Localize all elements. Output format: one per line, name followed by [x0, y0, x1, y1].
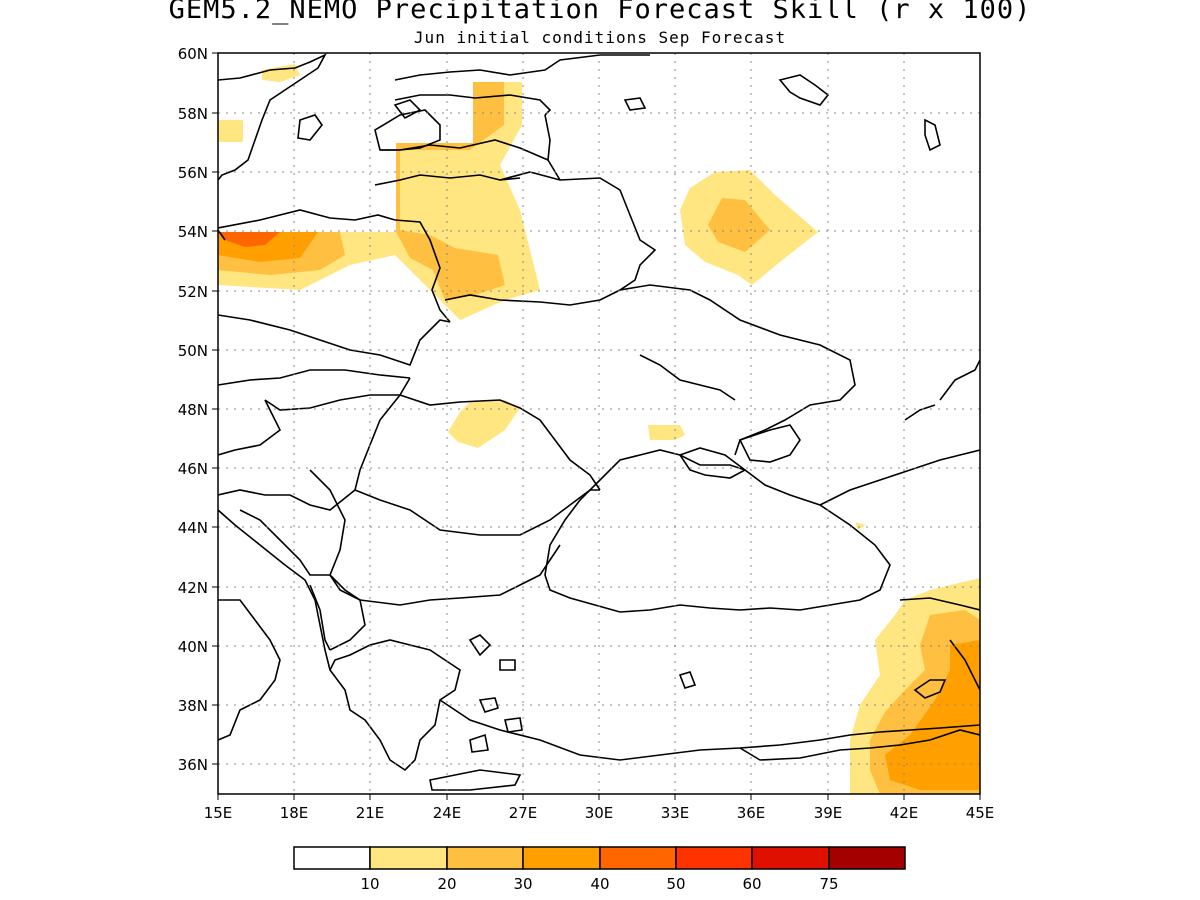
skill-region-russia-core — [708, 198, 770, 252]
skill-patch-west — [218, 120, 243, 142]
border-russia-estonia — [544, 114, 561, 181]
border-turkey-syria — [739, 729, 980, 761]
lon-label: 42E — [890, 804, 919, 822]
coastline-turkey-south — [439, 699, 980, 761]
legend-swatch — [522, 846, 601, 870]
coastline-italy — [218, 599, 281, 741]
lon-label: 24E — [433, 804, 462, 822]
legend-label: 10 — [360, 875, 379, 893]
coastline-sweden — [218, 53, 327, 181]
coastline-gotland — [297, 114, 323, 141]
map-frame — [217, 52, 981, 795]
lat-label: 54N — [178, 223, 208, 241]
border-hungary — [264, 377, 411, 411]
legend-swatch — [369, 846, 448, 870]
coastline-lake-onega — [924, 118, 941, 152]
coastline-poland — [218, 209, 396, 229]
coastline-estonia — [394, 94, 552, 116]
border-albania — [309, 584, 331, 651]
legend-label: 50 — [666, 875, 685, 893]
legend-label: 30 — [513, 875, 532, 893]
coastline-finland — [394, 54, 650, 81]
coastline-aegean-islands — [429, 634, 523, 791]
legend-label: 40 — [590, 875, 609, 893]
border-turkey-east — [899, 597, 980, 691]
lon-label: 30E — [585, 804, 614, 822]
lon-label: 33E — [661, 804, 690, 822]
axis-ticks — [212, 52, 981, 800]
border-bosnia — [239, 509, 330, 576]
skill-region-poland-50 — [220, 232, 280, 247]
map-outlines — [218, 53, 980, 791]
lat-label: 58N — [178, 105, 208, 123]
lat-label: 56N — [178, 164, 208, 182]
coastline-crimea — [678, 447, 747, 479]
coastline-island-turkey — [678, 671, 697, 689]
coastline-black-sea — [544, 449, 891, 613]
skill-patch-caucasus — [855, 522, 866, 530]
skill-patch-north — [262, 64, 300, 82]
border-serbia — [309, 469, 361, 601]
border-austria — [218, 399, 282, 456]
legend-label: 60 — [742, 875, 761, 893]
lat-label: 36N — [178, 756, 208, 774]
lat-label: 42N — [178, 579, 208, 597]
border-romania-bulgaria — [354, 489, 600, 536]
lon-label: 27E — [509, 804, 538, 822]
legend-colorbar — [293, 846, 906, 870]
skill-patch-ukraine — [648, 425, 685, 440]
legend-swatch — [828, 846, 906, 870]
coastline-caspian-north — [904, 404, 936, 421]
coastline-lake-peipus — [623, 97, 647, 111]
lat-label: 48N — [178, 401, 208, 419]
border-bulgaria-south — [359, 544, 561, 606]
lon-label: 15E — [204, 804, 233, 822]
river-dnieper — [639, 354, 736, 401]
coastline-germany — [218, 229, 226, 241]
border-poland-east — [394, 219, 451, 323]
coastline-lake-ladoga — [778, 74, 830, 106]
lon-label: 18E — [280, 804, 309, 822]
legend-swatch — [446, 846, 524, 870]
legend-swatch — [751, 846, 830, 870]
legend-swatch — [293, 846, 371, 870]
border-poland-south — [218, 314, 451, 366]
lat-label: 46N — [178, 460, 208, 478]
legend-label: 20 — [437, 875, 456, 893]
coastline-azov — [738, 424, 801, 463]
lat-label: 60N — [178, 45, 208, 63]
skill-region-baltic-core — [396, 82, 505, 300]
grid-lines — [218, 53, 980, 794]
coastline-lake-van — [913, 679, 947, 699]
lat-label: 44N — [178, 519, 208, 537]
lat-label: 52N — [178, 283, 208, 301]
lon-label: 39E — [814, 804, 843, 822]
lat-label: 50N — [178, 342, 208, 360]
coastline-caspian — [939, 359, 980, 401]
border-slovakia — [218, 369, 411, 386]
border-croatia — [218, 489, 356, 511]
lon-label: 21E — [356, 804, 385, 822]
lat-label: 40N — [178, 638, 208, 656]
border-macedonia — [329, 574, 366, 651]
map-subtitle: Jun initial conditions Sep Forecast — [413, 28, 787, 47]
coastline-adriatic — [218, 509, 331, 671]
border-belarus — [444, 171, 657, 306]
border-ukraine-north — [619, 284, 856, 456]
border-baltics — [380, 139, 549, 161]
legend-label: 75 — [819, 875, 838, 893]
lon-label: 45E — [966, 804, 995, 822]
map-title: GEM5.2_NEMO Precipitation Forecast Skill… — [168, 0, 1032, 25]
border-romania-west — [354, 394, 401, 491]
lat-label: 38N — [178, 697, 208, 715]
border-caucasus — [819, 449, 980, 506]
legend-swatch — [599, 846, 677, 870]
lon-label: 36E — [737, 804, 766, 822]
skill-region-turkey-40 — [885, 640, 980, 790]
skill-shading — [218, 64, 980, 794]
skill-patch-romania — [448, 400, 520, 448]
legend-swatch — [675, 846, 753, 870]
coastline-saaremaa — [393, 99, 422, 120]
